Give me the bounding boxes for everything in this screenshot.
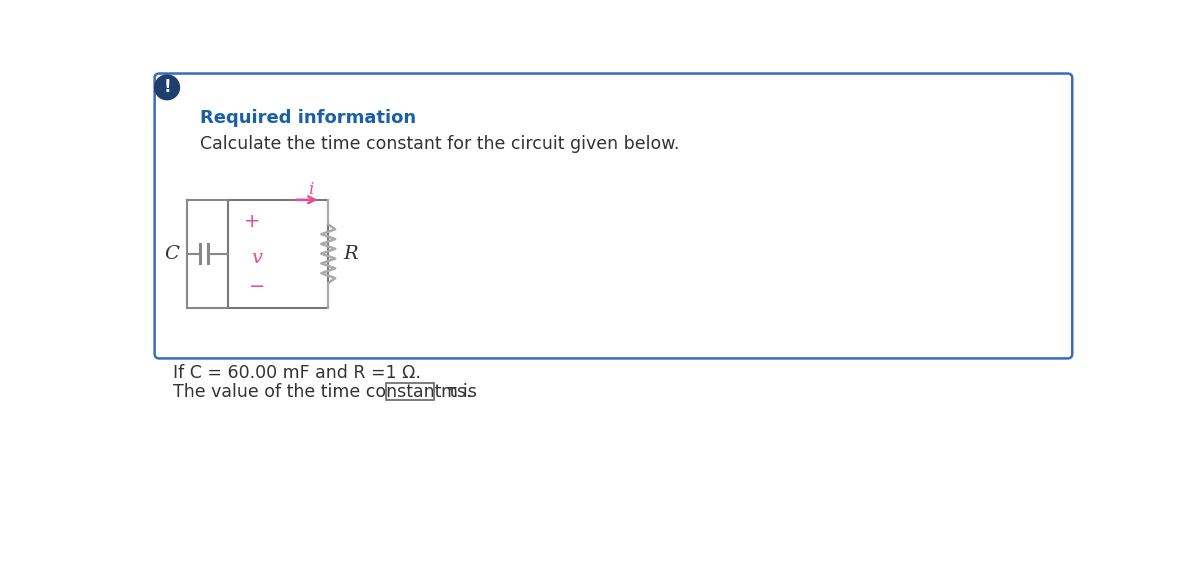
Text: The value of the time constant τ is: The value of the time constant τ is xyxy=(173,383,478,402)
Text: R: R xyxy=(343,245,358,263)
FancyBboxPatch shape xyxy=(155,73,1073,359)
Text: +: + xyxy=(244,212,260,231)
Text: If C = 60.00 mF and R =1 Ω.: If C = 60.00 mF and R =1 Ω. xyxy=(173,364,421,382)
Text: −: − xyxy=(248,276,265,295)
Text: !: ! xyxy=(163,79,170,96)
Text: v: v xyxy=(252,248,263,266)
Text: Calculate the time constant for the circuit given below.: Calculate the time constant for the circ… xyxy=(200,134,679,153)
Text: i: i xyxy=(308,181,313,197)
Text: Required information: Required information xyxy=(200,109,416,127)
Text: ms.: ms. xyxy=(440,383,473,402)
Text: C: C xyxy=(163,245,179,263)
Circle shape xyxy=(155,75,180,100)
